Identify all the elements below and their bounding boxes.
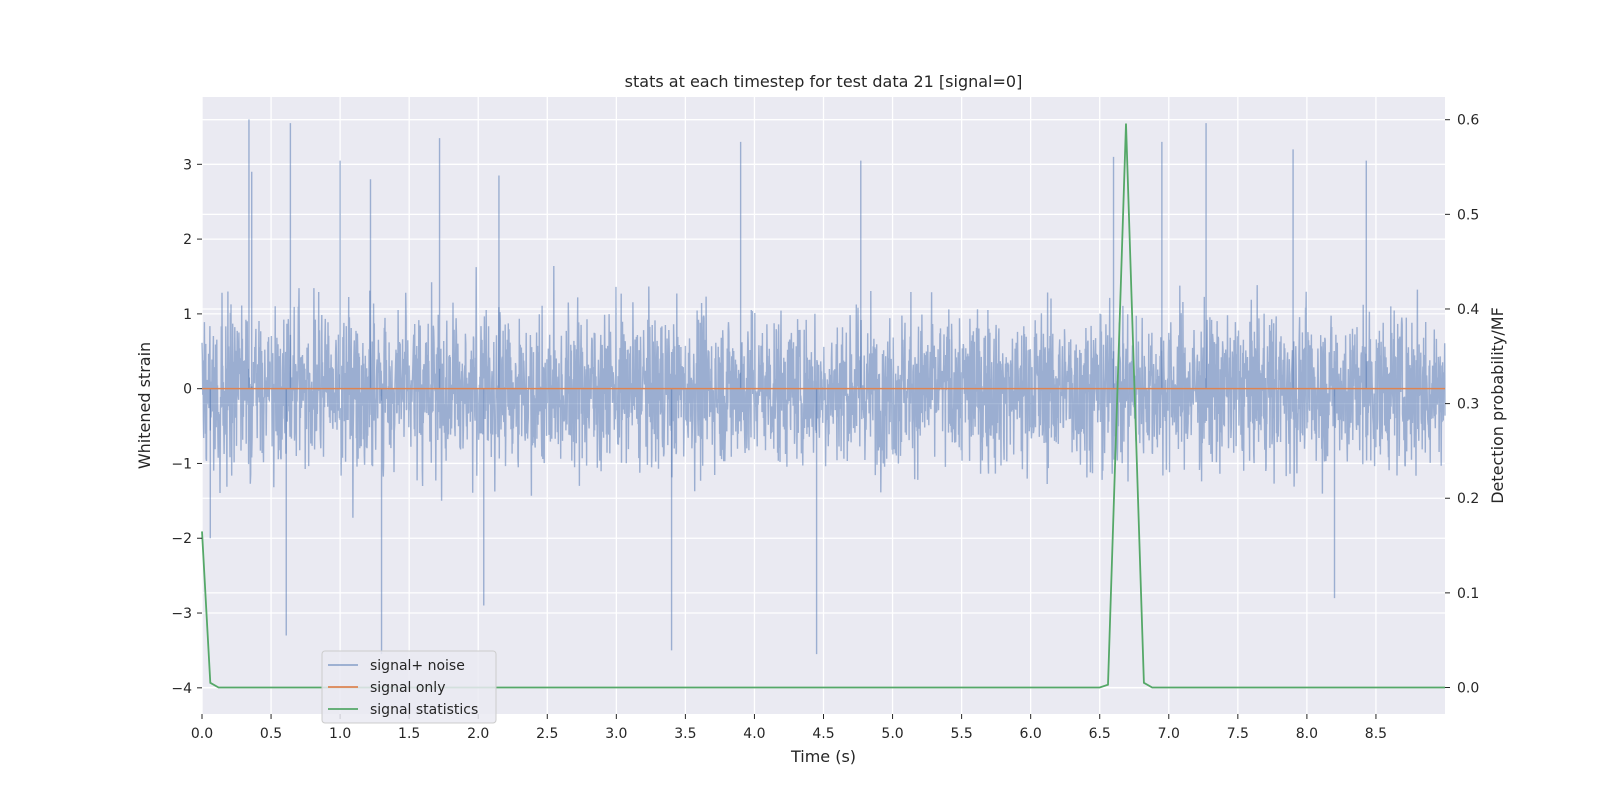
- y-tick-label-right: 0.3: [1457, 397, 1479, 413]
- x-tick-label: 5.0: [881, 726, 903, 742]
- y-tick-label-left: 3: [183, 157, 192, 173]
- y-tick-label-right: 0.4: [1457, 302, 1479, 318]
- y-axis-label-right: Detection probability/MF: [1488, 307, 1507, 504]
- x-tick-label: 4.5: [812, 726, 834, 742]
- y-tick-label-right: 0.2: [1457, 491, 1479, 507]
- x-tick-label: 0.5: [260, 726, 282, 742]
- y-tick-label-right: 0.5: [1457, 207, 1479, 223]
- x-tick-label: 1.5: [398, 726, 420, 742]
- x-tick-label: 1.0: [329, 726, 351, 742]
- y-tick-label-left: 0: [183, 382, 192, 398]
- y-tick-label-left: −1: [171, 456, 192, 472]
- legend-label: signal+ noise: [370, 658, 465, 674]
- x-tick-label: 7.5: [1227, 726, 1249, 742]
- legend-label: signal only: [370, 680, 445, 696]
- x-tick-label: 6.5: [1089, 726, 1111, 742]
- x-tick-label: 6.0: [1020, 726, 1042, 742]
- x-tick-label: 3.0: [605, 726, 627, 742]
- data-layer: [201, 119, 1446, 689]
- y-tick-label-left: 2: [183, 232, 192, 248]
- legend-label: signal statistics: [370, 702, 478, 718]
- legend: signal+ noise signal only signal statistic…: [321, 650, 497, 724]
- legend-box: [321, 650, 497, 724]
- x-tick-label: 5.5: [950, 726, 972, 742]
- y-tick-label-right: 0.1: [1457, 586, 1479, 602]
- y-axis-label-left: Whitened strain: [135, 342, 154, 469]
- x-tick-label: 3.5: [674, 726, 696, 742]
- y-tick-label-left: −2: [171, 531, 192, 547]
- x-tick-label: 7.0: [1158, 726, 1180, 742]
- x-tick-label: 8.5: [1365, 726, 1387, 742]
- y-tick-label-right: 0.6: [1457, 113, 1479, 129]
- y-tick-label-left: −4: [171, 681, 192, 697]
- series-signal-statistics-line: [201, 123, 1445, 689]
- y-tick-label-left: 1: [183, 307, 192, 323]
- x-tick-label: 0.0: [191, 726, 213, 742]
- x-axis-label: Time (s): [790, 747, 856, 766]
- x-tick-label: 8.0: [1296, 726, 1318, 742]
- chart-title: stats at each timestep for test data 21 …: [625, 72, 1023, 91]
- y-tick-label-left: −3: [171, 606, 192, 622]
- x-tick-label: 2.0: [467, 726, 489, 742]
- y-tick-label-right: 0.0: [1457, 681, 1479, 697]
- x-tick-label: 2.5: [536, 726, 558, 742]
- axes: 0.0 0.5 1.0 1.5 2.0 2.5 3.0 3.5 4.0 4.5 5.0 5.5 6.0 6…: [171, 113, 1479, 742]
- x-tick-label: 4.0: [743, 726, 765, 742]
